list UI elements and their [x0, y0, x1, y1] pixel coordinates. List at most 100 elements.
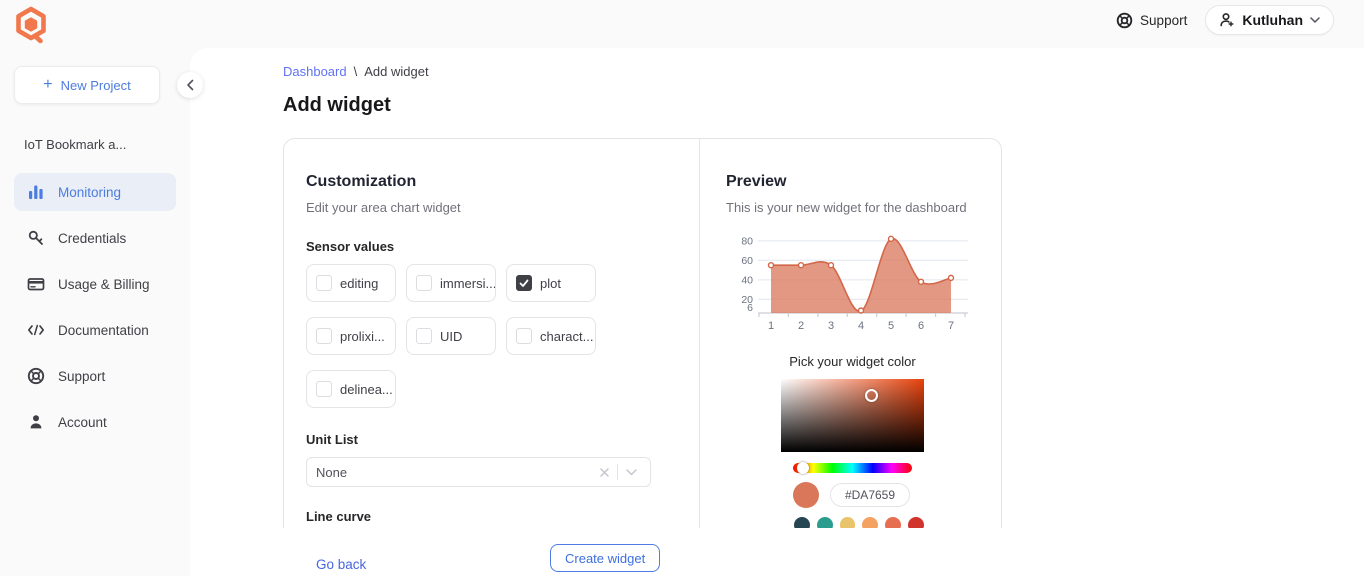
svg-text:60: 60: [741, 255, 753, 267]
sidebar-item-support[interactable]: Support: [14, 357, 176, 395]
svg-text:6: 6: [747, 302, 753, 314]
svg-text:5: 5: [888, 320, 894, 331]
hue-slider[interactable]: [793, 462, 912, 474]
svg-text:3: 3: [828, 320, 834, 331]
topbar-support-link[interactable]: Support: [1116, 12, 1187, 29]
checkbox-icon: [316, 275, 332, 291]
color-picker: [781, 379, 924, 533]
user-name: Kutluhan: [1242, 12, 1303, 28]
hex-color-input[interactable]: [830, 483, 910, 507]
breadcrumb-current: Add widget: [364, 64, 429, 79]
sidebar-collapse-button[interactable]: [177, 72, 203, 98]
sidebar-item-label: Account: [58, 414, 107, 430]
sensor-checkbox[interactable]: editing: [306, 264, 396, 302]
checkbox-icon: [316, 381, 332, 397]
page-title: Add widget: [283, 94, 391, 116]
life-ring-icon: [27, 367, 45, 385]
life-ring-icon: [1116, 12, 1133, 28]
saturation-panel[interactable]: [781, 379, 924, 452]
sensor-checkbox[interactable]: prolixi...: [306, 317, 396, 355]
customization-subtitle: Edit your area chart widget: [306, 200, 461, 215]
checkbox-label: editing: [340, 275, 379, 291]
breadcrumb-link-dashboard[interactable]: Dashboard: [283, 64, 347, 79]
sensor-checkbox[interactable]: charact...: [506, 317, 596, 355]
current-color-swatch: [793, 482, 819, 508]
sidebar-item-label: Documentation: [58, 322, 149, 338]
checkbox-label: charact...: [540, 328, 594, 344]
sensor-checkbox-grid: editing immersi... plot prolixi...: [306, 264, 699, 408]
checkbox-icon: [516, 328, 532, 344]
app-logo[interactable]: [10, 5, 52, 45]
checkbox-icon: [316, 328, 332, 344]
sensor-checkbox[interactable]: UID: [406, 317, 496, 355]
sensor-values-label: Sensor values: [306, 239, 395, 254]
breadcrumb-separator: \: [353, 64, 358, 79]
checkbox-icon: [416, 275, 432, 291]
picker-label: Pick your widget color: [789, 354, 916, 369]
user-menu-button[interactable]: Kutluhan: [1205, 5, 1334, 35]
sidebar-item-account[interactable]: Account: [14, 403, 176, 441]
sidebar-item-label: Support: [58, 368, 106, 384]
sidebar-item-label: Usage & Billing: [58, 276, 150, 292]
bar-chart-icon: [29, 185, 43, 199]
unit-list-label: Unit List: [306, 432, 358, 447]
checkbox-label: delinea...: [340, 381, 393, 397]
chevron-down-icon: [1310, 17, 1320, 23]
clear-icon[interactable]: [594, 467, 614, 477]
create-widget-button[interactable]: Create widget: [550, 544, 661, 572]
checkbox-label: prolixi...: [340, 328, 385, 344]
saturation-cursor[interactable]: [865, 389, 878, 402]
line-curve-label: Line curve: [306, 509, 372, 524]
customization-column: Customization Edit your area chart widge…: [284, 139, 699, 576]
sensor-checkbox[interactable]: immersi...: [406, 264, 496, 302]
support-label: Support: [1140, 12, 1188, 28]
sidebar-item-label: Credentials: [58, 230, 127, 246]
code-icon: [27, 324, 45, 336]
person-icon: [30, 415, 42, 429]
main-content: Dashboard \ Add widget Add widget Custom…: [177, 48, 1364, 576]
checkbox-label: immersi...: [440, 275, 496, 291]
breadcrumb: Dashboard \ Add widget: [283, 64, 429, 79]
unit-list-value: None: [316, 464, 348, 480]
svg-text:80: 80: [741, 235, 753, 247]
column-divider: [699, 139, 700, 576]
svg-text:40: 40: [741, 274, 753, 286]
preview-column: Preview This is your new widget for the …: [700, 139, 1001, 576]
add-widget-card: Customization Edit your area chart widge…: [283, 138, 1002, 576]
svg-text:1: 1: [768, 320, 774, 331]
sidebar-item-label: Monitoring: [58, 184, 122, 200]
new-project-button[interactable]: + New Project: [14, 66, 160, 104]
plus-icon: +: [43, 75, 53, 93]
hue-slider-thumb[interactable]: [797, 462, 809, 474]
hexagon-logo-icon: [16, 6, 46, 44]
chart-wrap: 80 60 40 20 6 1 2 3 4 5 6 7: [730, 225, 979, 336]
customization-title: Customization: [306, 173, 417, 190]
preview-title: Preview: [726, 173, 787, 190]
new-project-label: New Project: [60, 77, 131, 93]
key-icon: [28, 230, 43, 245]
select-divider: [617, 464, 618, 480]
sidebar-nav: Monitoring Credentials Usage & Billing: [0, 173, 190, 441]
sidebar-item-credentials[interactable]: Credentials: [14, 219, 176, 257]
preview-subtitle: This is your new widget for the dashboar…: [726, 200, 967, 215]
project-name: IoT Bookmark a...: [24, 137, 127, 152]
swatch-row: [793, 482, 924, 508]
go-back-link[interactable]: Go back: [316, 557, 367, 572]
card-footer: Go back Create widget: [190, 528, 1364, 576]
unit-list-select[interactable]: None: [306, 457, 651, 487]
checkbox-icon: [516, 275, 532, 291]
topbar-right: Support Kutluhan: [1116, 5, 1334, 35]
svg-text:7: 7: [948, 320, 954, 331]
sensor-checkbox[interactable]: delinea...: [306, 370, 396, 408]
sidebar-item-usage-billing[interactable]: Usage & Billing: [14, 265, 176, 303]
svg-text:6: 6: [918, 320, 924, 331]
checkbox-label: UID: [440, 328, 463, 344]
user-icon: [1220, 13, 1234, 27]
sensor-checkbox[interactable]: plot: [506, 264, 596, 302]
sidebar-item-monitoring[interactable]: Monitoring: [14, 173, 176, 211]
checkbox-icon: [416, 328, 432, 344]
chevron-down-icon[interactable]: [621, 468, 641, 476]
sidebar-item-documentation[interactable]: Documentation: [14, 311, 176, 349]
